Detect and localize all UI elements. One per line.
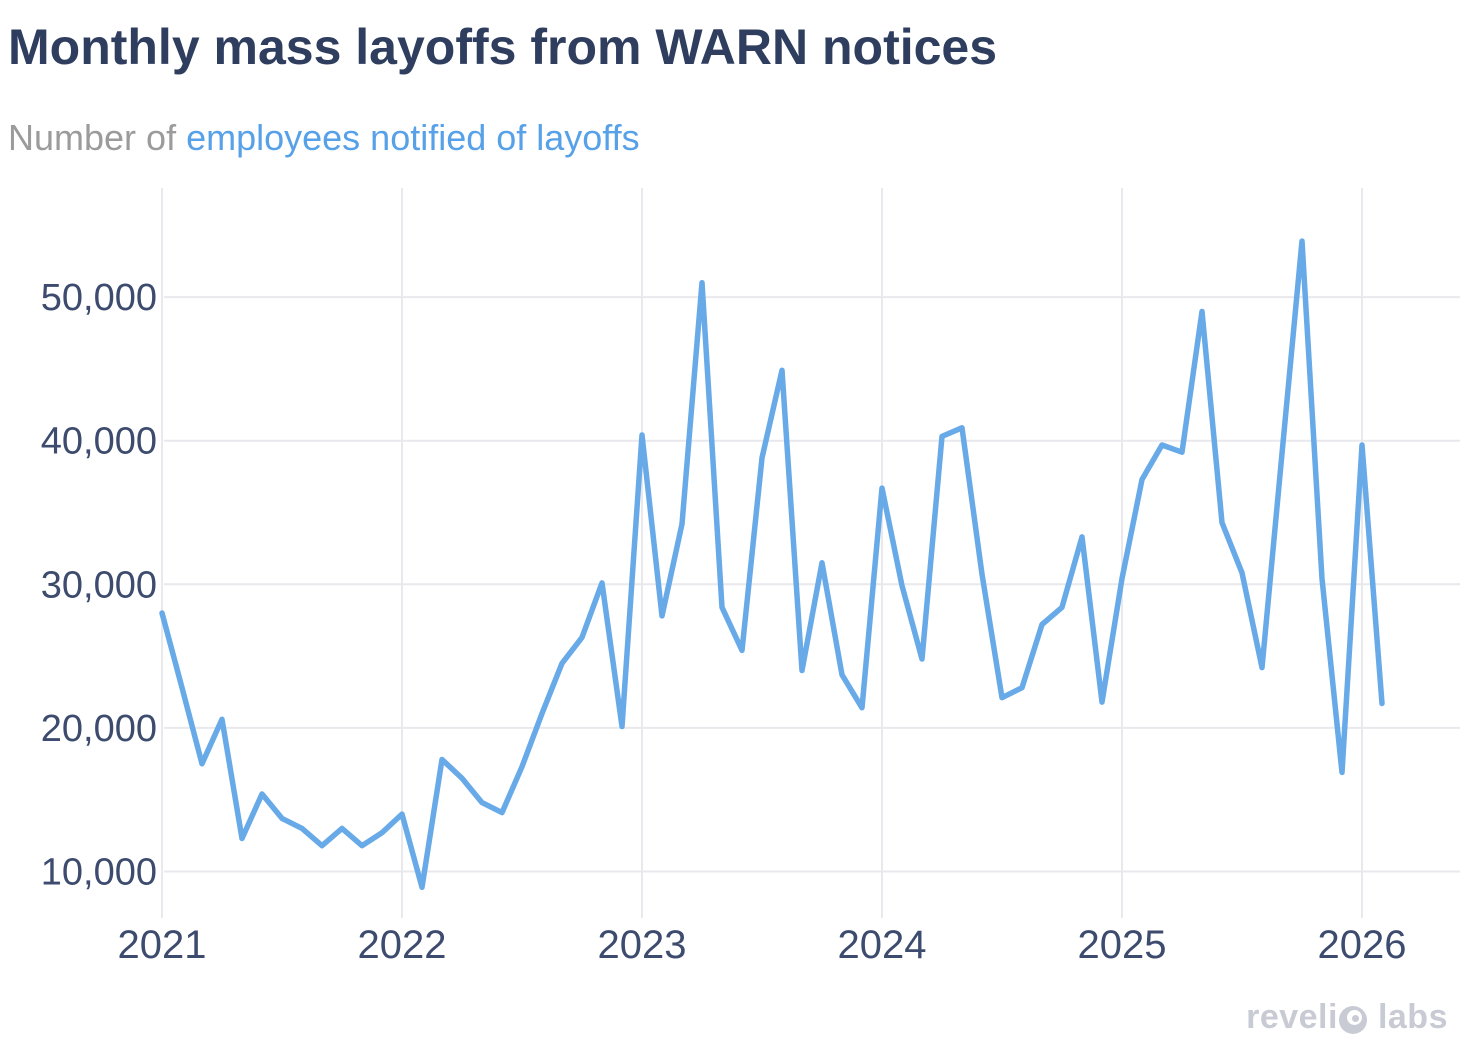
x-tick-label: 2021 [118,923,207,967]
subtitle-prefix: Number of [8,117,187,158]
subtitle-highlight: employees notified of layoffs [186,117,640,158]
y-tick-label: 10,000 [41,852,157,894]
x-tick-label: 2025 [1078,923,1167,967]
y-tick-label: 40,000 [41,421,157,463]
revelio-labs-logo: reveli labs [1246,998,1448,1037]
x-tick-label: 2026 [1318,923,1407,967]
revelio-o-icon [1338,1005,1367,1034]
y-tick-label: 30,000 [41,564,157,606]
chart-title: Monthly mass layoffs from WARN notices [8,19,998,75]
y-tick-label: 20,000 [41,708,157,750]
layoffs-line-series [159,238,1385,891]
chart-subtitle: Number of employees notified of layoffs [8,118,640,158]
x-tick-label: 2023 [598,923,687,967]
x-tick-label: 2022 [358,923,447,967]
y-tick-label: 50,000 [41,277,157,319]
x-tick-label: 2024 [838,923,927,967]
logo-text-reveli: reveli [1246,998,1338,1036]
logo-text-labs: labs [1377,998,1448,1036]
